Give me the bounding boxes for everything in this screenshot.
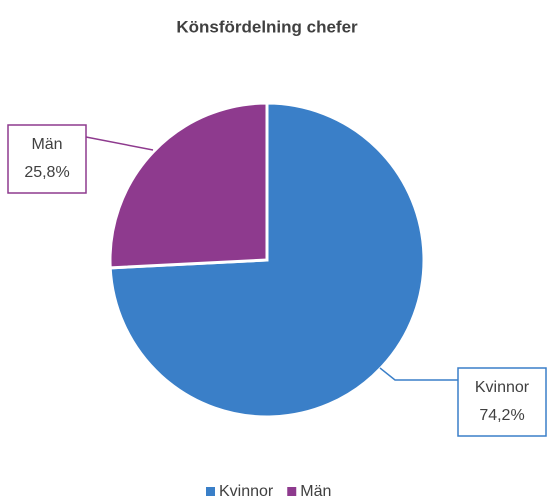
callout-box xyxy=(457,367,547,437)
legend-label: Kvinnor xyxy=(219,483,274,500)
pie-slice xyxy=(108,101,269,270)
data-label-value: 74,2% xyxy=(479,407,524,424)
callout-box xyxy=(7,124,87,194)
data-label-value: 25,8% xyxy=(24,164,69,181)
data-label-name: Kvinnor xyxy=(475,379,530,396)
legend-swatch xyxy=(287,487,297,496)
legend-label: Män xyxy=(300,483,331,500)
leader-line xyxy=(85,136,154,151)
data-label-name: Män xyxy=(31,136,62,153)
legend-swatch xyxy=(206,487,215,496)
leader-line xyxy=(379,367,458,381)
chart-title: Könsfördelning chefer xyxy=(176,17,358,36)
